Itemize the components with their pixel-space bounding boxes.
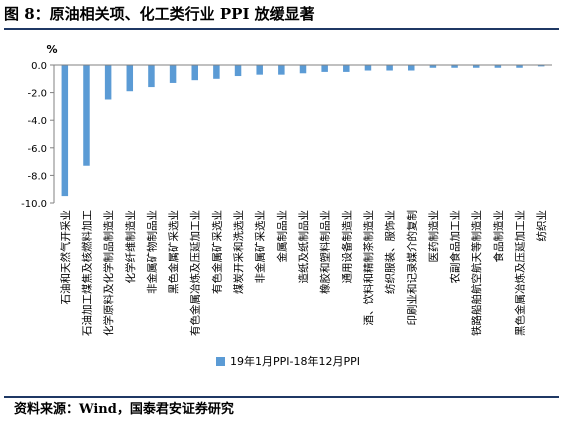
x-category-label: 金属制品业	[275, 210, 288, 263]
bar	[537, 65, 545, 67]
bar	[126, 65, 134, 92]
legend-label: 19年1月PPI-18年12月PPI	[230, 354, 360, 368]
x-category-label: 煤炭开采和洗选业	[232, 210, 245, 294]
x-category-label: 石油加工煤焦及核燃料加工	[80, 210, 93, 336]
x-category-label: 印刷业和记录媒介的复制	[405, 210, 418, 326]
bar-chart: 0.0 -2.0 -4.0 -6.0 -8.0 -10.0% 石油和天然气开采业 石油加工煤焦…	[21, 43, 552, 368]
x-category-label: 纺织业	[535, 210, 548, 242]
source-rule	[4, 396, 559, 398]
y-tick-label: -6.0	[27, 144, 47, 155]
bar	[516, 65, 523, 68]
bar	[104, 65, 112, 100]
title-rule	[4, 28, 559, 30]
bar	[169, 65, 177, 83]
y-unit-label: %	[46, 43, 57, 56]
bar	[83, 65, 90, 166]
x-category-label: 造纸及纸制品业	[297, 210, 310, 284]
figure-title: 图 8：原油相关项、化工类行业 PPI 放缓显著	[4, 5, 315, 23]
bar	[429, 65, 437, 68]
bar	[191, 65, 198, 81]
x-category-label: 有色金属冶炼及压延加工业	[189, 210, 202, 336]
x-category-label: 非金属矿物制品业	[145, 210, 158, 294]
x-category-label: 医药制造业	[427, 210, 440, 263]
bar	[234, 65, 242, 77]
x-category-label: 化学原料及化学制品制造业	[102, 210, 115, 336]
y-tick-label: -2.0	[27, 89, 47, 100]
bar	[148, 65, 155, 88]
bar	[61, 65, 69, 197]
bar	[256, 65, 263, 75]
y-tick-label: 0.0	[31, 61, 47, 72]
bar	[494, 65, 502, 68]
x-category-label: 非金属矿采选业	[254, 210, 267, 284]
bar	[472, 65, 480, 68]
bar	[364, 65, 372, 71]
x-category-label: 化学纤维制造业	[124, 210, 137, 284]
bar	[299, 65, 307, 74]
y-tick-label: -8.0	[27, 171, 47, 182]
bar	[321, 65, 328, 72]
bar	[278, 65, 285, 75]
source-note: 资料来源：Wind，国泰君安证券研究	[14, 402, 234, 417]
x-category-label: 黑色金属冶炼及压延加工业	[514, 210, 527, 336]
x-category-label: 铁路船舶航空航天等制造业	[470, 210, 483, 336]
bar	[343, 65, 350, 72]
x-category-label: 纺织服装、服饰业	[384, 210, 397, 294]
x-category-label: 通用设备制造业	[340, 210, 353, 284]
legend-swatch	[216, 357, 225, 366]
x-category-label: 酒、饮料和精制茶制造业	[362, 210, 375, 326]
bar	[386, 65, 393, 71]
x-category-label: 石油和天然气开采业	[59, 210, 72, 305]
x-category-label: 黑色金属矿采选业	[167, 210, 180, 294]
bar	[408, 65, 415, 71]
x-category-label: 农副食品加工业	[449, 210, 462, 284]
x-category-label: 橡胶和塑料制品业	[319, 210, 332, 294]
y-tick-label: -10.0	[21, 199, 47, 210]
x-category-label: 食品制造业	[492, 210, 505, 263]
x-category-label: 有色金属矿采选业	[210, 210, 223, 294]
y-tick-label: -4.0	[27, 116, 47, 127]
bar	[451, 65, 458, 68]
bar	[213, 65, 220, 79]
